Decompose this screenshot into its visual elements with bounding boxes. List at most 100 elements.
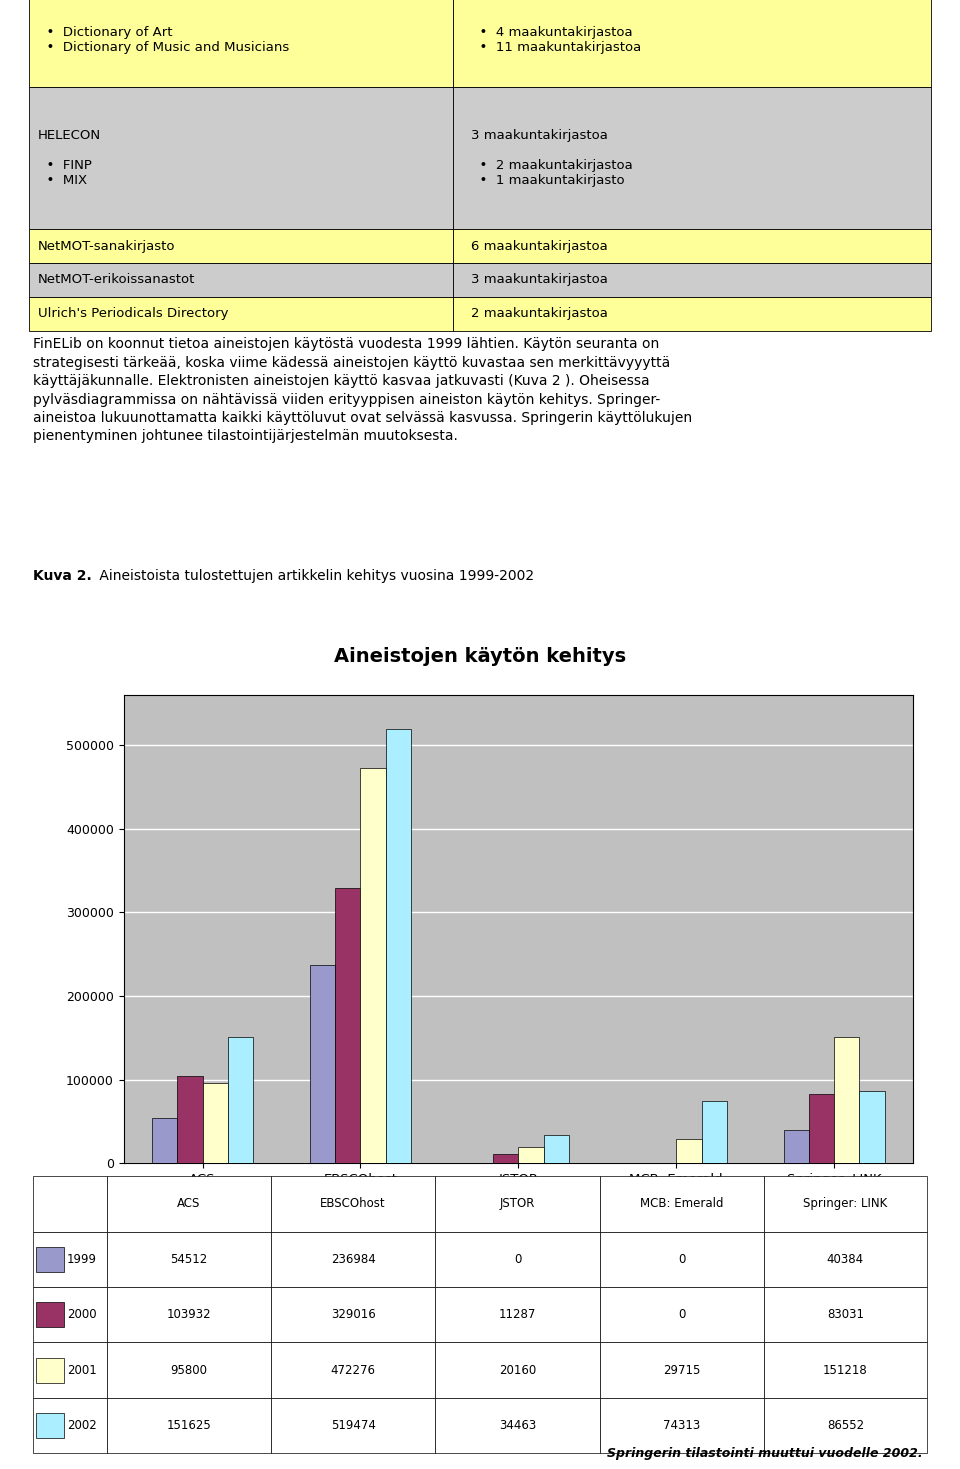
Text: 11287: 11287 <box>499 1309 537 1321</box>
Bar <box>600 1177 764 1231</box>
Bar <box>600 1231 764 1287</box>
Text: Kuva 2.: Kuva 2. <box>34 569 92 583</box>
Text: 236984: 236984 <box>331 1253 375 1266</box>
Bar <box>764 1177 926 1231</box>
Text: 0: 0 <box>514 1253 521 1266</box>
Text: EBSCOhost: EBSCOhost <box>321 1197 386 1210</box>
Bar <box>676 1138 702 1163</box>
Bar <box>360 768 386 1163</box>
Text: Aineistoista tulostettujen artikkelin kehitys vuosina 1999-2002: Aineistoista tulostettujen artikkelin ke… <box>95 569 534 583</box>
Text: 3 maakuntakirjastoa: 3 maakuntakirjastoa <box>471 273 608 286</box>
Bar <box>36 1357 64 1382</box>
Bar <box>271 1177 435 1231</box>
Text: Springerin tilastointi muuttui vuodelle 2002.: Springerin tilastointi muuttui vuodelle … <box>607 1447 923 1460</box>
Bar <box>600 1343 764 1398</box>
Text: 40384: 40384 <box>827 1253 864 1266</box>
Text: •  Dictionary of Art
  •  Dictionary of Music and Musicians: • Dictionary of Art • Dictionary of Musi… <box>37 26 289 54</box>
Bar <box>809 1094 834 1163</box>
Bar <box>36 1302 64 1327</box>
Bar <box>453 297 931 331</box>
Bar <box>107 1287 271 1343</box>
Bar <box>34 1231 107 1287</box>
Bar <box>335 889 360 1163</box>
Text: 1999: 1999 <box>67 1253 97 1266</box>
Bar <box>178 1077 203 1163</box>
Bar <box>834 1037 859 1163</box>
Bar <box>600 1398 764 1453</box>
Bar <box>107 1343 271 1398</box>
Bar <box>764 1287 926 1343</box>
Text: 83031: 83031 <box>827 1309 864 1321</box>
Text: Ulrich's Periodicals Directory: Ulrich's Periodicals Directory <box>37 307 228 320</box>
Bar <box>29 297 453 331</box>
Bar <box>600 1287 764 1343</box>
Text: 151625: 151625 <box>166 1419 211 1432</box>
Text: 29715: 29715 <box>663 1363 701 1376</box>
Bar <box>34 1177 107 1231</box>
Bar <box>34 1398 107 1453</box>
Bar <box>453 0 931 87</box>
Bar <box>435 1398 600 1453</box>
Text: 6 maakuntakirjastoa: 6 maakuntakirjastoa <box>471 239 608 253</box>
Text: 34463: 34463 <box>499 1419 536 1432</box>
Text: 151218: 151218 <box>823 1363 868 1376</box>
Bar <box>271 1231 435 1287</box>
Bar <box>435 1287 600 1343</box>
Bar <box>107 1177 271 1231</box>
Text: Aineistojen käytön kehitys: Aineistojen käytön kehitys <box>334 646 626 665</box>
Bar <box>29 0 453 87</box>
Text: ACS: ACS <box>177 1197 201 1210</box>
Text: 2002: 2002 <box>67 1419 97 1432</box>
Bar <box>34 1287 107 1343</box>
Bar <box>152 1118 178 1163</box>
Text: HELECON

  •  FINP
  •  MIX: HELECON • FINP • MIX <box>37 129 101 187</box>
Bar <box>702 1102 727 1163</box>
Bar <box>271 1398 435 1453</box>
Text: 74313: 74313 <box>663 1419 701 1432</box>
Text: 329016: 329016 <box>331 1309 375 1321</box>
Bar <box>783 1130 809 1163</box>
Bar <box>34 1343 107 1398</box>
Text: 0: 0 <box>678 1309 685 1321</box>
Bar <box>435 1177 600 1231</box>
Text: 519474: 519474 <box>330 1419 375 1432</box>
Bar <box>518 1147 543 1163</box>
Bar <box>435 1343 600 1398</box>
Text: FinELib on koonnut tietoa aineistojen käytöstä vuodesta 1999 lähtien. Käytön seu: FinELib on koonnut tietoa aineistojen kä… <box>34 338 692 444</box>
Bar <box>543 1134 569 1163</box>
Bar <box>453 87 931 229</box>
Bar <box>435 1231 600 1287</box>
Bar <box>36 1413 64 1438</box>
Text: 472276: 472276 <box>330 1363 375 1376</box>
Text: 2 maakuntakirjastoa: 2 maakuntakirjastoa <box>471 307 608 320</box>
Text: 0: 0 <box>678 1253 685 1266</box>
Bar <box>764 1398 926 1453</box>
Text: NetMOT-sanakirjasto: NetMOT-sanakirjasto <box>37 239 176 253</box>
Bar <box>386 729 411 1163</box>
Text: MCB: Emerald: MCB: Emerald <box>640 1197 724 1210</box>
Text: 2000: 2000 <box>67 1309 97 1321</box>
Bar <box>764 1231 926 1287</box>
Bar <box>29 229 453 263</box>
Bar <box>228 1037 253 1163</box>
Text: 2001: 2001 <box>67 1363 97 1376</box>
Bar <box>271 1287 435 1343</box>
Text: 3 maakuntakirjastoa

  •  2 maakuntakirjastoa
  •  1 maakuntakirjasto: 3 maakuntakirjastoa • 2 maakuntakirjasto… <box>471 129 633 187</box>
Bar <box>859 1091 885 1163</box>
Bar <box>29 87 453 229</box>
Text: JSTOR: JSTOR <box>500 1197 536 1210</box>
Text: 54512: 54512 <box>170 1253 207 1266</box>
Bar <box>493 1155 518 1163</box>
Text: •  4 maakuntakirjastoa
  •  11 maakuntakirjastoa: • 4 maakuntakirjastoa • 11 maakuntakirja… <box>471 26 641 54</box>
Bar <box>453 263 931 297</box>
Bar <box>271 1343 435 1398</box>
Bar <box>36 1247 64 1272</box>
Text: Springer: LINK: Springer: LINK <box>804 1197 887 1210</box>
Text: 86552: 86552 <box>827 1419 864 1432</box>
Text: 103932: 103932 <box>166 1309 211 1321</box>
Bar <box>107 1231 271 1287</box>
Text: NetMOT-erikoissanastot: NetMOT-erikoissanastot <box>37 273 195 286</box>
Text: 20160: 20160 <box>499 1363 536 1376</box>
Text: 95800: 95800 <box>170 1363 207 1376</box>
Bar <box>29 263 453 297</box>
